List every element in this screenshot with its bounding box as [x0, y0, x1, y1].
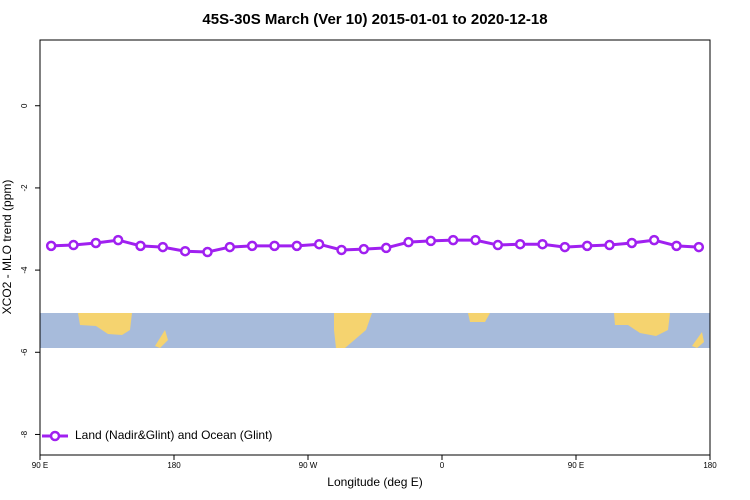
- map-band: [40, 313, 710, 348]
- point: [269, 240, 280, 252]
- point: [626, 237, 638, 249]
- point: [336, 244, 347, 256]
- point: [313, 238, 325, 250]
- point: [693, 241, 705, 253]
- x-tick-label: 90 W: [299, 461, 318, 470]
- x-tick-label: 180: [167, 461, 181, 470]
- legend: Land (Nadir&Glint) and Ocean (Glint): [42, 428, 272, 442]
- legend-marker: [49, 430, 61, 442]
- point: [470, 234, 481, 246]
- x-tick-label: 90 E: [32, 461, 48, 470]
- x-tick-label: 0: [440, 461, 445, 470]
- point: [559, 241, 571, 253]
- point: [246, 240, 258, 252]
- point: [157, 241, 169, 253]
- point: [291, 240, 303, 252]
- point: [425, 235, 437, 247]
- legend-label: Land (Nadir&Glint) and Ocean (Glint): [75, 428, 272, 442]
- y-tick-label: -6: [20, 348, 29, 356]
- y-tick-label: -8: [20, 430, 29, 438]
- point: [380, 242, 392, 254]
- point: [492, 239, 504, 251]
- point: [224, 241, 236, 253]
- y-axis-label: XCO2 - MLO trend (ppm): [0, 180, 14, 315]
- point: [112, 234, 124, 246]
- x-tick-label: 180: [703, 461, 717, 470]
- point: [604, 239, 615, 251]
- point: [514, 238, 526, 250]
- point: [581, 240, 593, 252]
- y-tick-label: 0: [20, 103, 29, 108]
- point: [671, 240, 682, 252]
- point: [202, 246, 213, 258]
- chart-title: 45S-30S March (Ver 10) 2015-01-01 to 202…: [202, 11, 547, 28]
- point: [68, 239, 79, 251]
- x-tick-label: 90 E: [568, 461, 584, 470]
- plot-frame: [39, 39, 711, 456]
- x-axis-label: Longitude (deg E): [327, 475, 422, 489]
- point: [179, 245, 191, 257]
- y-tick-label: -2: [20, 184, 29, 192]
- point: [135, 240, 146, 252]
- point: [447, 234, 459, 246]
- series-line: [51, 238, 699, 254]
- point: [90, 237, 102, 249]
- point: [403, 236, 414, 248]
- point: [45, 240, 57, 252]
- point: [648, 234, 660, 246]
- point: [537, 238, 548, 250]
- point: [358, 243, 370, 255]
- y-tick-label: -4: [20, 266, 29, 274]
